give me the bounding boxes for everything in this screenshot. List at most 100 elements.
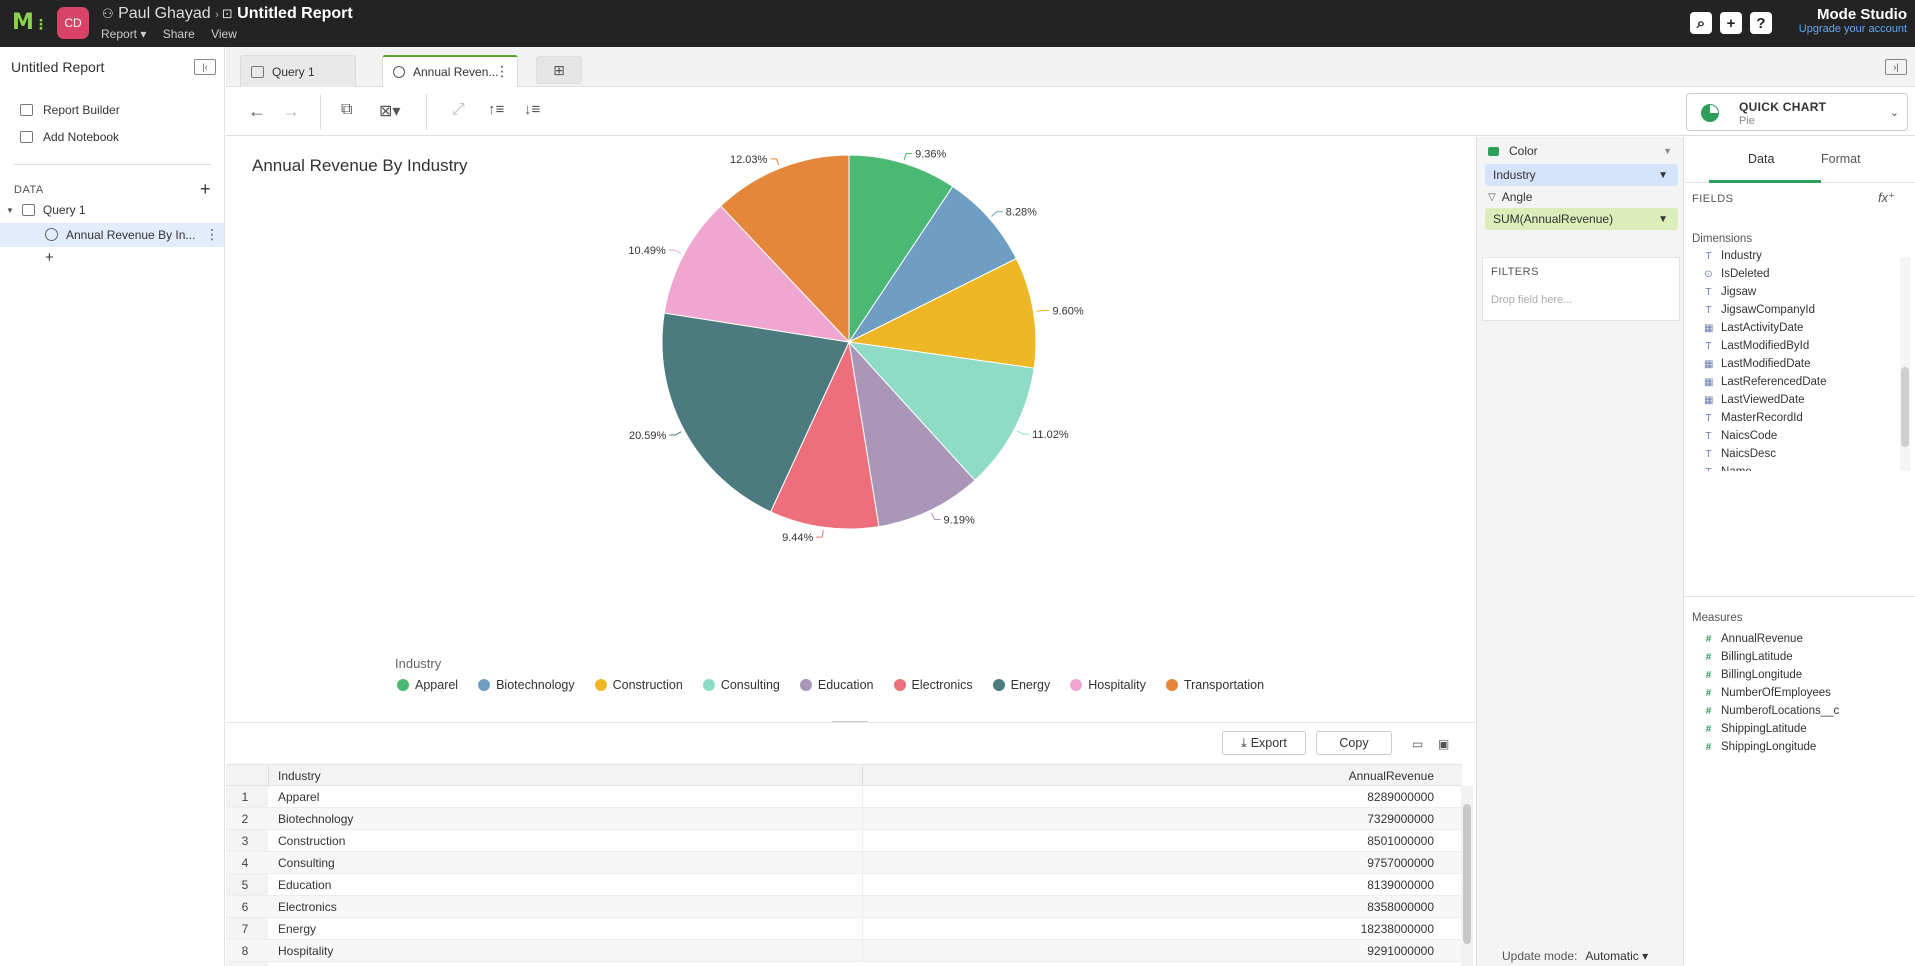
legend-item[interactable]: Hospitality (1070, 678, 1146, 692)
breadcrumb-owner[interactable]: Paul Ghayad (118, 5, 211, 22)
filters-drop-zone[interactable]: Drop field here... (1491, 294, 1573, 306)
pie-slice-electronics[interactable] (769, 340, 880, 530)
measure-field[interactable]: # ShippingLatitude (1704, 723, 1807, 735)
table-row[interactable]: 7 Energy 18238000000 (226, 918, 1462, 940)
sort-descending-icon[interactable]: ↓≡ (524, 101, 541, 118)
collapse-panel-icon[interactable]: |‹ (194, 59, 216, 75)
sort-ascending-icon[interactable]: ↑≡ (488, 101, 505, 118)
add-query-icon[interactable]: + (200, 179, 211, 199)
avatar[interactable]: CD (57, 7, 89, 39)
dimension-field[interactable]: ▦ LastViewedDate (1704, 394, 1805, 406)
menu-report[interactable]: Report ▾ (101, 27, 147, 41)
column-header-annualrevenue[interactable]: AnnualRevenue (1348, 769, 1434, 783)
dimension-field[interactable]: T LastModifiedById (1704, 340, 1809, 352)
pie-slice-transportation[interactable] (720, 154, 850, 344)
pie-slice-hospitality[interactable] (663, 205, 851, 343)
table-scrollbar[interactable] (1461, 786, 1473, 966)
pie-slice-energy[interactable] (661, 312, 850, 513)
legend-item[interactable]: Biotechnology (478, 678, 575, 692)
pie-slice-consulting[interactable] (847, 341, 1035, 482)
angle-field-pill[interactable]: SUM(AnnualRevenue) ▼ (1485, 208, 1678, 230)
copy-button[interactable]: Copy (1316, 731, 1392, 755)
pie-slice-apparel[interactable] (848, 154, 954, 344)
legend-item[interactable]: Apparel (397, 678, 458, 692)
minimize-icon[interactable]: ▭ (1412, 737, 1424, 751)
chevron-down-icon[interactable]: ▼ (1663, 146, 1672, 156)
table-row[interactable]: 2 Biotechnology 7329000000 (226, 808, 1462, 830)
color-field-pill[interactable]: Industry ▼ (1485, 164, 1678, 186)
search-icon[interactable]: ⌕ (1690, 12, 1712, 34)
tab-menu-icon[interactable]: ⋮ (495, 63, 509, 79)
add-chart-icon[interactable]: + (45, 249, 54, 266)
calculated-field-icon[interactable]: fx⁺ (1878, 190, 1895, 205)
pie-slice-education[interactable] (848, 340, 976, 528)
update-mode-select[interactable]: Automatic ▾ (1585, 949, 1649, 963)
dimension-field[interactable]: T NaicsDesc (1704, 448, 1776, 460)
pie-slice-biotechnology[interactable] (847, 185, 1018, 344)
measure-field[interactable]: # NumberOfEmployees (1704, 687, 1831, 699)
dimension-field[interactable]: ▦ LastModifiedDate (1704, 358, 1811, 370)
scrollbar-thumb[interactable] (1901, 367, 1909, 447)
dimension-field[interactable]: T JigsawCompanyId (1704, 304, 1815, 316)
tab-format[interactable]: Format (1821, 152, 1861, 166)
legend-item[interactable]: Transportation (1165, 678, 1264, 692)
column-header-industry[interactable]: Industry (278, 769, 321, 783)
help-icon[interactable]: ? (1750, 12, 1772, 34)
measure-field[interactable]: # ShippingLongitude (1704, 741, 1817, 753)
legend-item[interactable]: Energy (992, 678, 1050, 692)
menu-share[interactable]: Share (162, 27, 195, 41)
table-row[interactable]: 3 Construction 8501000000 (226, 830, 1462, 852)
report-title[interactable]: Untitled Report (237, 5, 353, 22)
legend-item[interactable]: Consulting (702, 678, 780, 692)
pie-slice-construction[interactable] (847, 257, 1037, 369)
fields-scrollbar[interactable] (1900, 257, 1910, 471)
plus-icon[interactable]: + (1720, 12, 1742, 34)
mode-logo-icon[interactable]: M⋮ (12, 10, 48, 35)
redo-icon[interactable]: → (282, 101, 300, 121)
chart-type-icon[interactable]: ⊠▾ (379, 103, 401, 120)
chevron-down-icon[interactable]: ▼ (1658, 169, 1668, 181)
dimension-field[interactable]: T Industry (1704, 250, 1761, 262)
more-options-icon[interactable]: ⋮ (205, 226, 219, 242)
dimension-field[interactable]: T Name (1704, 466, 1751, 471)
color-encoding[interactable]: Color ▼ (1484, 139, 1680, 163)
table-row[interactable]: 1 Apparel 8289000000 (226, 786, 1462, 808)
chevron-down-icon[interactable]: ▼ (1658, 213, 1668, 225)
dimension-field[interactable]: T Jigsaw (1704, 286, 1756, 298)
angle-encoding[interactable]: ▽ Angle (1484, 185, 1680, 209)
menu-view[interactable]: View (211, 27, 237, 41)
measure-field[interactable]: # NumberofLocations__c (1704, 705, 1840, 717)
chevron-down-icon[interactable]: ▼ (6, 205, 14, 215)
export-button[interactable]: ⤓ Export (1222, 731, 1306, 755)
sidebar-item-chart[interactable]: Annual Revenue By In... ⋮ (0, 223, 224, 247)
legend-item[interactable]: Electronics (893, 678, 973, 692)
undo-icon[interactable]: ← (248, 101, 266, 121)
legend-item[interactable]: Education (799, 678, 874, 692)
dimension-field[interactable]: ▦ LastActivityDate (1704, 322, 1803, 334)
table-row[interactable]: 4 Consulting 9757000000 (226, 852, 1462, 874)
dimension-field[interactable]: ▦ LastReferencedDate (1704, 376, 1826, 388)
swap-axes-icon[interactable]: ⤢ (452, 101, 465, 118)
add-chart-tab-button[interactable]: ⊞ (536, 56, 582, 84)
table-row[interactable]: 6 Electronics 8358000000 (226, 896, 1462, 918)
table-row[interactable]: 5 Education 8139000000 (226, 874, 1462, 896)
dimension-field[interactable]: T MasterRecordId (1704, 412, 1802, 424)
tab-chart[interactable]: Annual Reven... ⋮ (382, 55, 518, 87)
scrollbar-thumb[interactable] (1463, 804, 1471, 944)
add-notebook-link[interactable]: Add Notebook (20, 130, 119, 144)
maximize-icon[interactable]: ▣ (1438, 737, 1450, 751)
upgrade-link[interactable]: Upgrade your account (1798, 23, 1907, 35)
table-row[interactable]: 8 Hospitality 9291000000 (226, 940, 1462, 962)
measure-field[interactable]: # BillingLongitude (1704, 669, 1802, 681)
duplicate-chart-icon[interactable]: ⧉ (341, 101, 353, 118)
dimension-field[interactable]: ⊙ IsDeleted (1704, 268, 1769, 280)
tab-data[interactable]: Data (1748, 152, 1775, 166)
legend-item[interactable]: Construction (594, 678, 683, 692)
report-builder-link[interactable]: Report Builder (20, 103, 120, 117)
sidebar-item-query[interactable]: ▼ Query 1 (6, 203, 86, 217)
quick-chart-selector[interactable]: QUICK CHART Pie ⌄ (1686, 93, 1908, 131)
measure-field[interactable]: # AnnualRevenue (1704, 633, 1803, 645)
measure-field[interactable]: # BillingLatitude (1704, 651, 1793, 663)
toggle-right-panel-icon[interactable]: ›| (1885, 59, 1907, 75)
tab-query[interactable]: Query 1 (240, 55, 356, 87)
